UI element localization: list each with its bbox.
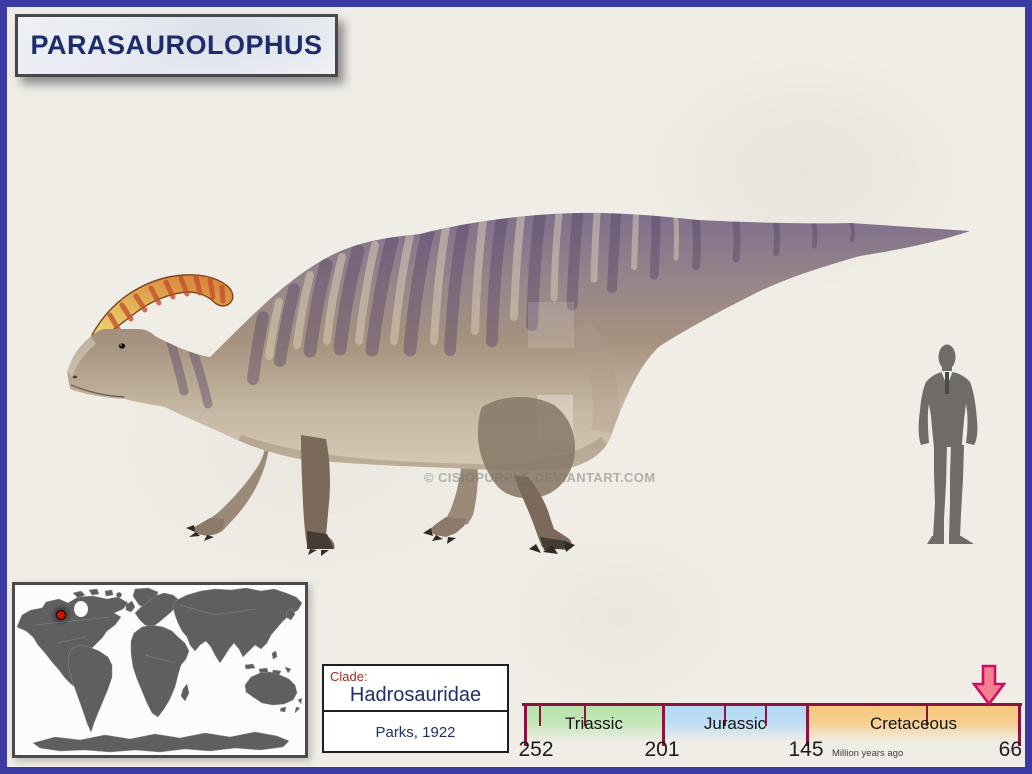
clade-authority: Parks, 1922 bbox=[375, 724, 456, 741]
period-band-triassic bbox=[525, 706, 663, 742]
title-box: PARASAUROLOPHUS bbox=[15, 14, 338, 77]
artist-watermark: © CISIOPURPLE.DEVIANTART.COM bbox=[424, 470, 656, 485]
boundary-201: 201 bbox=[644, 738, 680, 761]
human-silhouette-icon bbox=[918, 344, 978, 544]
tick-minor bbox=[724, 705, 726, 726]
tick-minor bbox=[765, 705, 767, 726]
world-map bbox=[16, 587, 303, 753]
tick-145 bbox=[806, 703, 809, 746]
tick-minor bbox=[584, 705, 586, 726]
dinosaur-illustration bbox=[67, 212, 970, 556]
period-label-cretaceous: Cretaceous bbox=[870, 714, 957, 733]
clade-label: Clade: bbox=[330, 669, 368, 684]
clade-box: Clade: Hadrosauridae Parks, 1922 bbox=[322, 664, 509, 753]
locality-marker bbox=[50, 604, 72, 626]
period-label-jurassic: Jurassic bbox=[703, 714, 767, 733]
dino-far-front-leg bbox=[186, 421, 270, 541]
boundary-252: 252 bbox=[518, 738, 554, 761]
tick-201 bbox=[662, 703, 665, 746]
boundary-145: 145 bbox=[788, 738, 824, 761]
dino-near-hind-leg bbox=[478, 396, 576, 554]
geologic-timeline: Triassic Jurassic Cretaceous 252 201 145… bbox=[512, 664, 1028, 769]
crest-bands bbox=[107, 274, 226, 332]
dino-head-details bbox=[67, 337, 126, 398]
period-label-triassic: Triassic bbox=[565, 714, 623, 733]
tick-minor bbox=[539, 705, 541, 726]
dino-near-front-leg bbox=[301, 435, 335, 556]
timeline-axis bbox=[522, 703, 1022, 706]
dino-eye bbox=[118, 343, 126, 349]
clade-box-top: Clade: Hadrosauridae bbox=[324, 666, 507, 712]
dino-body bbox=[67, 212, 970, 471]
page-title: PARASAUROLOPHUS bbox=[30, 30, 323, 60]
dino-stripes bbox=[165, 212, 855, 471]
tie bbox=[945, 372, 949, 394]
tick-66 bbox=[1018, 703, 1021, 746]
time-marker-arrow-icon bbox=[971, 664, 1007, 707]
boundary-66: 66 bbox=[998, 738, 1022, 761]
unit-label: Million years ago bbox=[832, 748, 904, 759]
locality-map bbox=[12, 582, 308, 758]
tick-minor bbox=[926, 705, 928, 726]
period-band-cretaceous bbox=[807, 706, 1020, 742]
clade-name: Hadrosauridae bbox=[349, 684, 482, 706]
period-band-jurassic bbox=[663, 706, 807, 742]
tick-252 bbox=[524, 703, 527, 746]
dino-crest bbox=[91, 274, 234, 339]
